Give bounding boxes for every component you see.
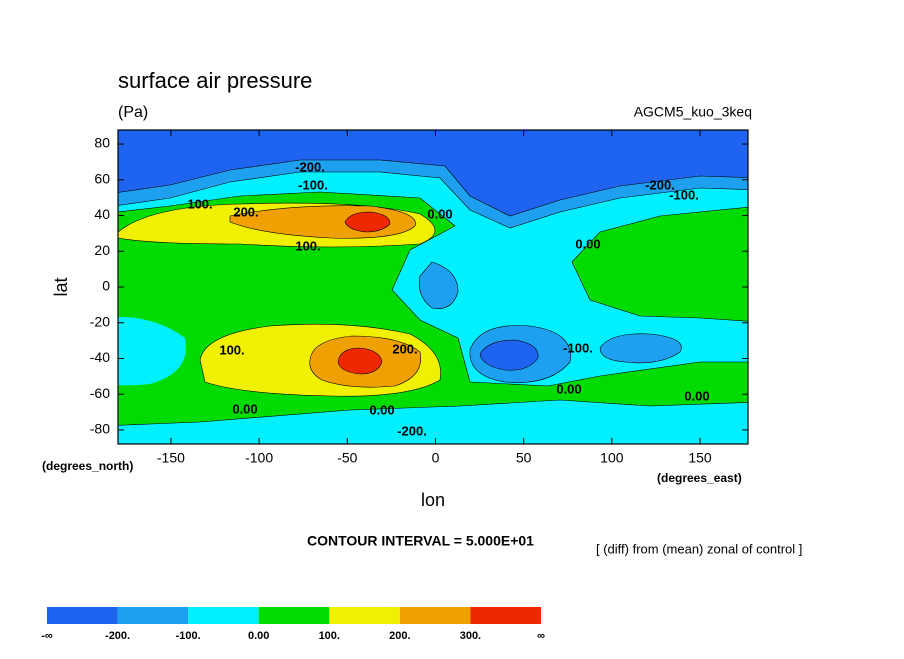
colorbar-label: 200. xyxy=(389,630,410,642)
contour-fill xyxy=(418,261,459,309)
x-units: (degrees_east) xyxy=(657,471,742,485)
x-tick-label: -150 xyxy=(157,450,185,466)
contour-label: 0.00 xyxy=(575,236,600,251)
colorbar: -∞ -200. -100. 0.00 100. 200. 300. ∞ xyxy=(41,607,545,642)
colorbar-label: 300. xyxy=(460,630,481,642)
contour-label: 0.00 xyxy=(232,401,257,416)
colorbar-label: -∞ xyxy=(41,630,53,642)
contour-fill xyxy=(344,211,391,233)
experiment: AGCM5_kuo_3keq xyxy=(634,104,752,120)
y-tick-label: -80 xyxy=(90,421,110,437)
x-tick-label: -50 xyxy=(337,450,357,466)
units: (Pa) xyxy=(118,104,148,121)
contour-label: 0.00 xyxy=(556,381,581,396)
contour-fill xyxy=(479,339,539,371)
colorbar-label: -100. xyxy=(176,630,201,642)
contour-label: 0.00 xyxy=(684,388,709,403)
contour-label: 0.00 xyxy=(427,206,452,221)
colorbar-box xyxy=(188,607,259,624)
contour-label: -200. xyxy=(645,177,675,192)
colorbar-box xyxy=(470,607,541,624)
contour-label: 100. xyxy=(295,238,320,253)
contour-label: -200. xyxy=(397,423,427,438)
y-tick-label: -40 xyxy=(90,349,110,365)
y-tick-label: 80 xyxy=(94,135,110,151)
x-tick-label: 150 xyxy=(688,450,712,466)
colorbar-label: ∞ xyxy=(537,630,545,642)
contour-label: 100. xyxy=(219,342,244,357)
contour-label: -100. xyxy=(563,340,593,355)
y-tick-label: -60 xyxy=(90,385,110,401)
y-tick-label: -20 xyxy=(90,313,110,329)
colorbar-box xyxy=(399,607,471,624)
colorbar-box xyxy=(47,607,118,624)
contour-fill xyxy=(118,316,186,386)
contour-label: 200. xyxy=(233,204,258,219)
x-tick-label: 100 xyxy=(600,450,624,466)
contour-label: -100. xyxy=(298,177,328,192)
y-axis-label: lat xyxy=(51,277,71,296)
contour-fill xyxy=(118,130,748,217)
y-tick-label: 40 xyxy=(94,206,110,222)
x-tick-label: 0 xyxy=(432,450,440,466)
contour-label: -100. xyxy=(669,187,699,202)
contour-label: 200. xyxy=(392,341,417,356)
y-tick-label: 20 xyxy=(94,242,110,258)
x-axis-label: lon xyxy=(421,490,445,510)
contour-fill xyxy=(337,347,383,375)
contour-label: 0.00 xyxy=(369,402,394,417)
colorbar-label: 100. xyxy=(319,630,340,642)
chart-title: surface air pressure xyxy=(118,68,312,93)
y-units: (degrees_north) xyxy=(42,459,133,473)
contour-fill xyxy=(571,206,748,322)
note: [ (diff) from (mean) zonal of control ] xyxy=(596,541,802,556)
colorbar-label: 0.00 xyxy=(248,630,269,642)
colorbar-box xyxy=(258,607,330,624)
contour-field: -200.-100.200.100.100.0.000.00-200.-100.… xyxy=(118,130,748,444)
colorbar-box xyxy=(329,607,400,624)
x-tick-label: -100 xyxy=(245,450,273,466)
y-tick-label: 60 xyxy=(94,170,110,186)
contour-interval: CONTOUR INTERVAL = 5.000E+01 xyxy=(307,533,534,549)
contour-label: 100. xyxy=(187,196,212,211)
colorbar-box xyxy=(117,607,189,624)
colorbar-label: -200. xyxy=(105,630,130,642)
y-tick-label: 0 xyxy=(102,278,110,294)
contour-fill xyxy=(599,333,682,364)
x-tick-label: 50 xyxy=(516,450,532,466)
contour-label: -200. xyxy=(295,159,325,174)
